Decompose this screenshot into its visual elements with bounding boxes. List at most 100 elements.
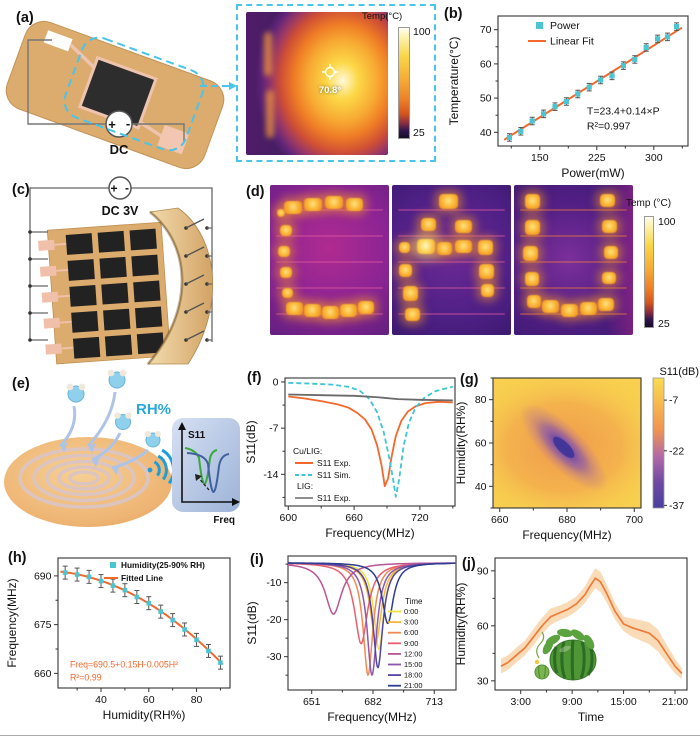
junction-dot: [28, 284, 32, 288]
dc-label: DC: [110, 142, 129, 157]
y-tick-label: -7: [269, 423, 278, 435]
row-trace: [519, 287, 628, 289]
colorbar-min: 25: [658, 318, 670, 330]
y-tick-label: -14: [263, 469, 278, 481]
heated-pixel: [322, 306, 339, 319]
dc-minus: -: [125, 181, 129, 195]
legend-title: Time: [405, 597, 423, 606]
x-tick-label: 21:00: [662, 696, 688, 708]
heater-array: [38, 228, 165, 359]
page-curl: [147, 207, 214, 365]
data-point: [146, 600, 152, 606]
data-point: [664, 34, 671, 40]
colorbar-max: 100: [658, 216, 676, 228]
data-point: [158, 609, 164, 614]
legend-marker: [536, 22, 543, 29]
heated-pixel: [304, 304, 321, 317]
y-tick-label: 0: [273, 376, 279, 388]
y-axis-label: S11(dB): [245, 420, 258, 463]
row-trace: [275, 287, 384, 289]
panel-e-schematic: RH% S11 Freq: [4, 369, 240, 527]
crosshair-icon: [322, 64, 338, 80]
switch-lever: [185, 218, 205, 229]
legend-label: S11 Exp.: [317, 493, 351, 503]
heated-pixel: [399, 242, 410, 253]
x-axis-label: Time: [578, 710, 605, 724]
x-tick-label: 3:00: [510, 696, 531, 708]
heated-pixel: [525, 272, 539, 286]
colorbar-title: S11(dB): [659, 366, 699, 378]
inset-box: [172, 418, 240, 512]
thermal-hot-strip: [266, 90, 274, 138]
rh-label: RH%: [136, 401, 171, 418]
switch-bank: [28, 218, 212, 342]
panel-label-c: (c): [12, 182, 30, 198]
data-point: [529, 118, 535, 124]
spot-temperature: 70.8°: [310, 64, 350, 96]
leaf-icon: [583, 634, 595, 650]
y-tick-label: 80: [475, 394, 487, 406]
x-tick-label: 150: [531, 152, 549, 164]
legend-label: 21:00: [404, 681, 423, 690]
legend-marker: [110, 562, 116, 568]
plot-frame: [494, 557, 688, 691]
plot-frame: [287, 555, 457, 691]
heated-pixel: [278, 246, 290, 257]
legend-label: 15:00: [404, 660, 423, 669]
trace: [57, 294, 73, 298]
heated-pixel: [282, 288, 293, 298]
switch-lever: [185, 274, 205, 285]
x-axis-label: Frequency(MHz): [325, 526, 414, 540]
spiral-coil: [18, 447, 150, 509]
resonance-curve: [288, 562, 456, 645]
y-axis-label: Humidity(RH%): [455, 402, 468, 485]
heater-pixel: [104, 334, 133, 357]
heated-pixel: [525, 220, 540, 235]
heated-pixel: [525, 194, 540, 209]
y-tick-label: 675: [34, 619, 52, 631]
legend-label: Fitted Line: [121, 573, 163, 583]
x-axis-label: Power(mW): [561, 166, 624, 180]
colorbar-max: 100: [413, 26, 431, 38]
data-point: [575, 91, 581, 97]
x-tick-label: 720: [411, 512, 429, 524]
heatmap-surface: [493, 378, 641, 508]
row-trace: [397, 235, 506, 237]
panel-label-b: (b): [444, 6, 463, 22]
row-trace: [519, 209, 628, 211]
legend-label: 6:00: [404, 628, 418, 637]
x-axis-label: Frequency(MHz): [522, 528, 611, 542]
spot-temp-value: 70.8°: [318, 85, 342, 96]
resonance-curve: [287, 562, 456, 615]
dc-plus: +: [108, 117, 116, 132]
y-tick-label: 30: [477, 675, 489, 687]
heated-pixel: [602, 220, 617, 233]
data-point: [170, 617, 175, 623]
panel-label-a: (a): [16, 10, 34, 26]
temperature-colorbar: [644, 216, 654, 328]
heater-pixel: [133, 280, 161, 303]
colorbar-min: 25: [413, 127, 425, 139]
switch-lever: [185, 246, 205, 257]
panel-b-chart: 150 225 300 40 50 60 70 Power(mW) Temperature(°C…: [447, 15, 689, 180]
heated-pixel: [455, 240, 472, 253]
data-point: [506, 134, 512, 141]
y-tick-label: 50: [480, 93, 492, 105]
panel-j-chart: 3:00 9:00 15:00 21:00 30 60 90 Time Humidity(RH%…: [455, 557, 688, 724]
contact-pad: [38, 239, 55, 251]
contact-pad: [157, 124, 190, 155]
junction-dot: [28, 230, 32, 234]
thermal-image-letter-U: [514, 185, 633, 335]
heater-pixel: [131, 254, 159, 277]
panel-label-h: (h): [8, 550, 27, 566]
data-point: [620, 63, 626, 69]
row-trace: [397, 313, 506, 315]
fit-r2: R²=0.99: [70, 673, 102, 683]
plot-frame: [57, 557, 231, 689]
leaf-icon: [557, 628, 573, 638]
panel-label-e: (e): [12, 376, 30, 392]
data-point: [218, 660, 223, 665]
data-point: [86, 574, 92, 580]
panel-i-chart: 651 682 713 -10 -20 -30 Frequency(MHz) S11(dB) T…: [246, 555, 457, 724]
